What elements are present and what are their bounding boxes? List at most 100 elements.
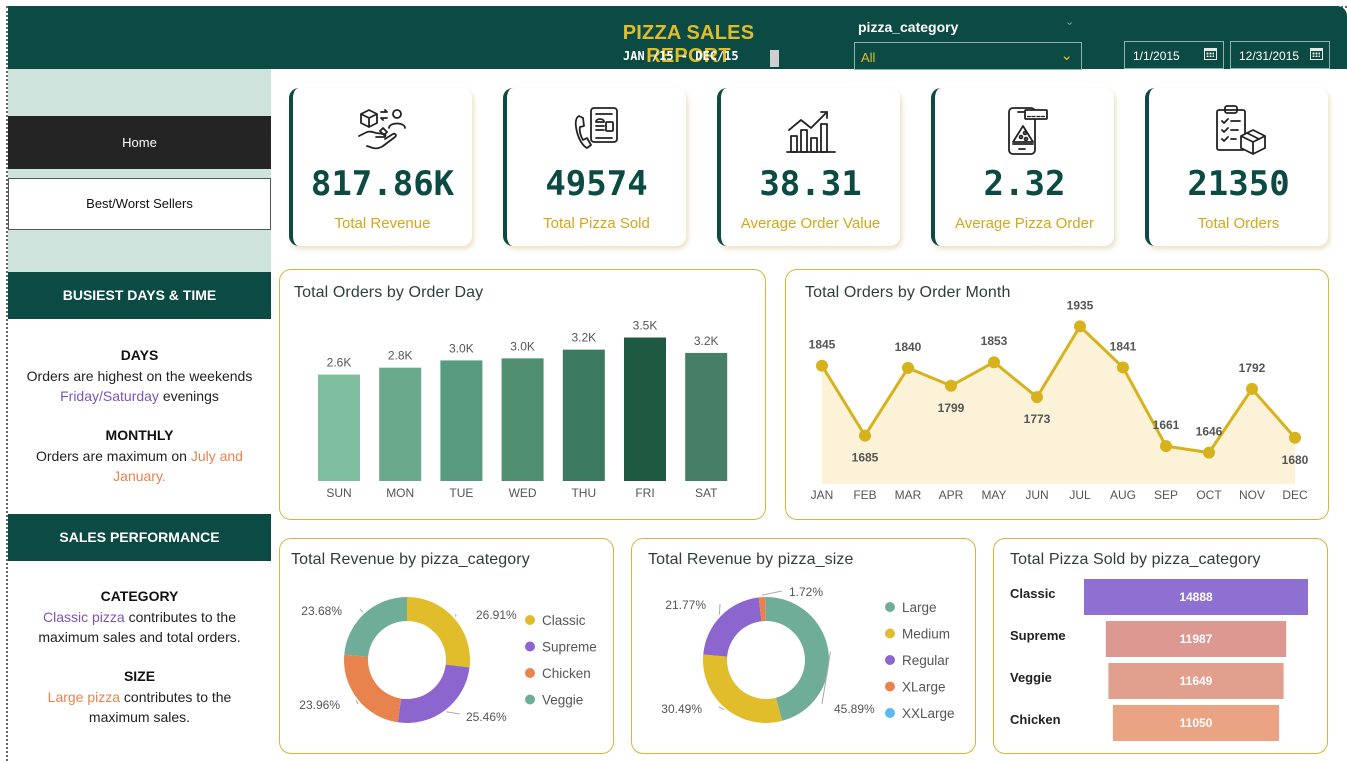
category-filter-value: All [861, 50, 876, 65]
point-data-label: 1792 [1239, 361, 1266, 375]
pizza-sold-by-category-panel: Total Pizza Sold by pizza_category 14888… [993, 538, 1328, 754]
label-leader-line [359, 608, 364, 613]
funnel-value-label: 11649 [1180, 674, 1213, 688]
data-point [859, 429, 871, 442]
legend-swatch [885, 681, 895, 692]
days-insight: DAYS Orders are highest on the weekends … [8, 345, 271, 407]
x-tick-label: MAR [895, 488, 922, 502]
legend-swatch [525, 615, 535, 625]
legend-swatch [885, 628, 895, 639]
funnel-value-label: 14888 [1179, 590, 1213, 604]
kpi-card-average-order-value: 38.31 Average Order Value [717, 88, 900, 246]
category-line1: Classic pizza contributes to the [8, 607, 271, 628]
orders-by-month-chart: 1845 JAN 1685 FEB 1840 MAR 1799 APR 1853 MAY 1773 J… [809, 298, 1309, 502]
point-data-label: 1646 [1196, 425, 1223, 439]
end-date-input[interactable]: 12/31/2015 [1230, 41, 1330, 69]
x-tick-label: OCT [1196, 488, 1222, 502]
clipboard-box-icon [1215, 105, 1266, 155]
days-highlight: Friday/Saturday [60, 388, 159, 404]
x-tick-label: FEB [853, 488, 876, 502]
chart-title: Total Revenue by pizza_size [648, 551, 854, 568]
point-data-label: 1773 [1024, 412, 1051, 426]
chart-title: Total Orders by Order Day [294, 284, 484, 301]
point-data-label: 1840 [895, 340, 922, 354]
x-tick-label: FRI [635, 486, 654, 500]
legend-label: Medium [902, 627, 950, 642]
monthly-highlight1: July and [190, 447, 243, 464]
slice-percent-label: 26.91% [476, 608, 517, 622]
kpi-label: Average Order Value [740, 215, 881, 232]
report-period: JAN /15 - DEC/15 [623, 49, 739, 63]
size-highlight: Large pizza [47, 688, 121, 705]
size-heading: SIZE [123, 668, 156, 684]
x-tick-label: THU [571, 486, 596, 500]
chevron-down-icon: ⌄ [1060, 47, 1073, 64]
funnel-bar [1084, 579, 1308, 615]
bar-data-label: 2.8K [388, 349, 413, 363]
funnel-bar [1112, 705, 1280, 741]
start-date-input[interactable]: 1/1/2015 [1124, 41, 1224, 69]
kpi-card-total-revenue: 817.86K Total Revenue [289, 88, 472, 246]
x-tick-label: NOV [1239, 488, 1265, 502]
funnel-category-label: Classic [1010, 586, 1056, 601]
donut-slice [344, 597, 407, 657]
category-line1-tail: contributes to the [124, 608, 236, 625]
slice-percent-label: 25.46% [466, 710, 507, 724]
x-tick-label: MAY [981, 488, 1006, 502]
orders-by-day-panel: Total Orders by Order Day 2.6K SUN 2.8K MON… [279, 269, 766, 520]
filter-collapse-chevron-icon[interactable]: ⌄ [1065, 16, 1075, 28]
category-filter-label: pizza_category [858, 19, 959, 35]
bar [440, 360, 483, 481]
chart-title: Total Revenue by pizza_category [291, 551, 530, 568]
revenue-by-size-chart: 45.89% 30.49% 21.77% 1.72% Large Medium Regula… [661, 585, 955, 723]
funnel-value-label: 11050 [1180, 716, 1213, 730]
funnel-bar [1105, 621, 1287, 657]
period-marker-icon [770, 50, 779, 67]
x-tick-label: AUG [1110, 488, 1136, 502]
x-tick-label: APR [939, 488, 964, 502]
size-line1: Large pizza contributes to the [8, 687, 271, 708]
funnel-category-label: Veggie [1010, 670, 1052, 685]
x-tick-label: MON [386, 486, 414, 500]
point-data-label: 1853 [981, 334, 1008, 348]
calendar-icon[interactable] [1310, 48, 1323, 60]
legend-swatch [885, 708, 895, 718]
bar [685, 352, 728, 481]
x-tick-label: SAT [695, 486, 718, 500]
mobile-pizza-order-icon [1007, 107, 1048, 155]
data-point [945, 379, 957, 392]
x-tick-label: JUN [1025, 488, 1048, 502]
bar-data-label: 3.2K [694, 334, 719, 348]
bar [624, 337, 666, 481]
kpi-card-total-orders: 21350 Total Orders [1145, 88, 1328, 246]
point-data-label: 1845 [809, 338, 836, 352]
orders-by-month-panel: Total Orders by Order Month 1845 JAN 1685 F… [785, 269, 1329, 520]
monthly-insight: MONTHLY Orders are maximum on July and J… [8, 425, 271, 487]
chart-title: Total Orders by Order Month [805, 284, 1011, 301]
donut-slice [407, 597, 470, 668]
nav-best-worst-sellers-button[interactable]: Best/Worst Sellers [8, 178, 271, 230]
label-leader-line [718, 706, 725, 711]
sidebar: Home Best/Worst Sellers BUSIEST DAYS & T… [8, 69, 271, 761]
donut-slice [758, 597, 766, 622]
funnel-category-label: Supreme [1010, 628, 1066, 643]
bar [562, 349, 605, 481]
legend-swatch [885, 655, 895, 665]
days-line2-tail: evenings [158, 388, 219, 404]
legend-label: Classic [542, 613, 586, 628]
slice-percent-label: 21.77% [665, 598, 706, 612]
point-data-label: 1935 [1067, 298, 1094, 312]
calendar-icon[interactable] [1204, 48, 1217, 60]
nav-home-button[interactable]: Home [8, 116, 271, 169]
label-leader-line [355, 700, 359, 705]
legend-label: Regular [902, 653, 950, 668]
kpi-value: 49574 [545, 164, 648, 204]
label-leader-line [718, 603, 721, 615]
category-heading: CATEGORY [100, 588, 179, 604]
donut-slice [397, 664, 470, 723]
funnel-category-label: Chicken [1010, 712, 1061, 727]
donut-slice [703, 597, 762, 657]
legend-swatch [525, 694, 535, 705]
category-filter-dropdown[interactable]: All ⌄ [854, 42, 1082, 70]
data-point [1160, 440, 1172, 453]
